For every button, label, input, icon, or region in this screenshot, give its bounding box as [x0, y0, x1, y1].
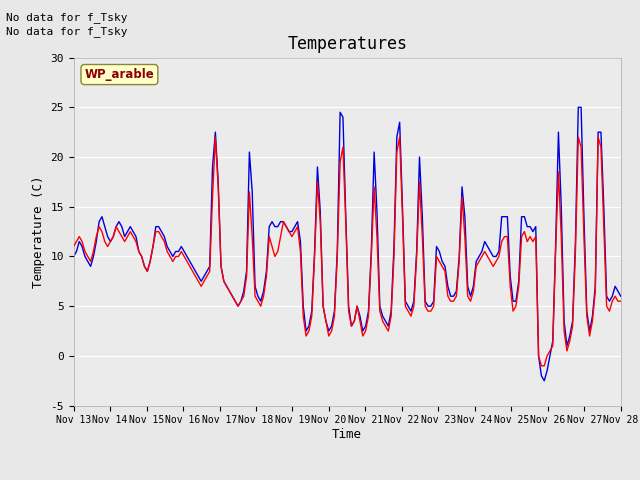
- Title: Temperatures: Temperatures: [287, 35, 407, 53]
- X-axis label: Time: Time: [332, 428, 362, 441]
- Text: No data for f_Tsky: No data for f_Tsky: [6, 12, 128, 23]
- Y-axis label: Temperature (C): Temperature (C): [32, 175, 45, 288]
- Text: WP_arable: WP_arable: [84, 68, 154, 81]
- Text: No data for f_Tsky: No data for f_Tsky: [6, 26, 128, 37]
